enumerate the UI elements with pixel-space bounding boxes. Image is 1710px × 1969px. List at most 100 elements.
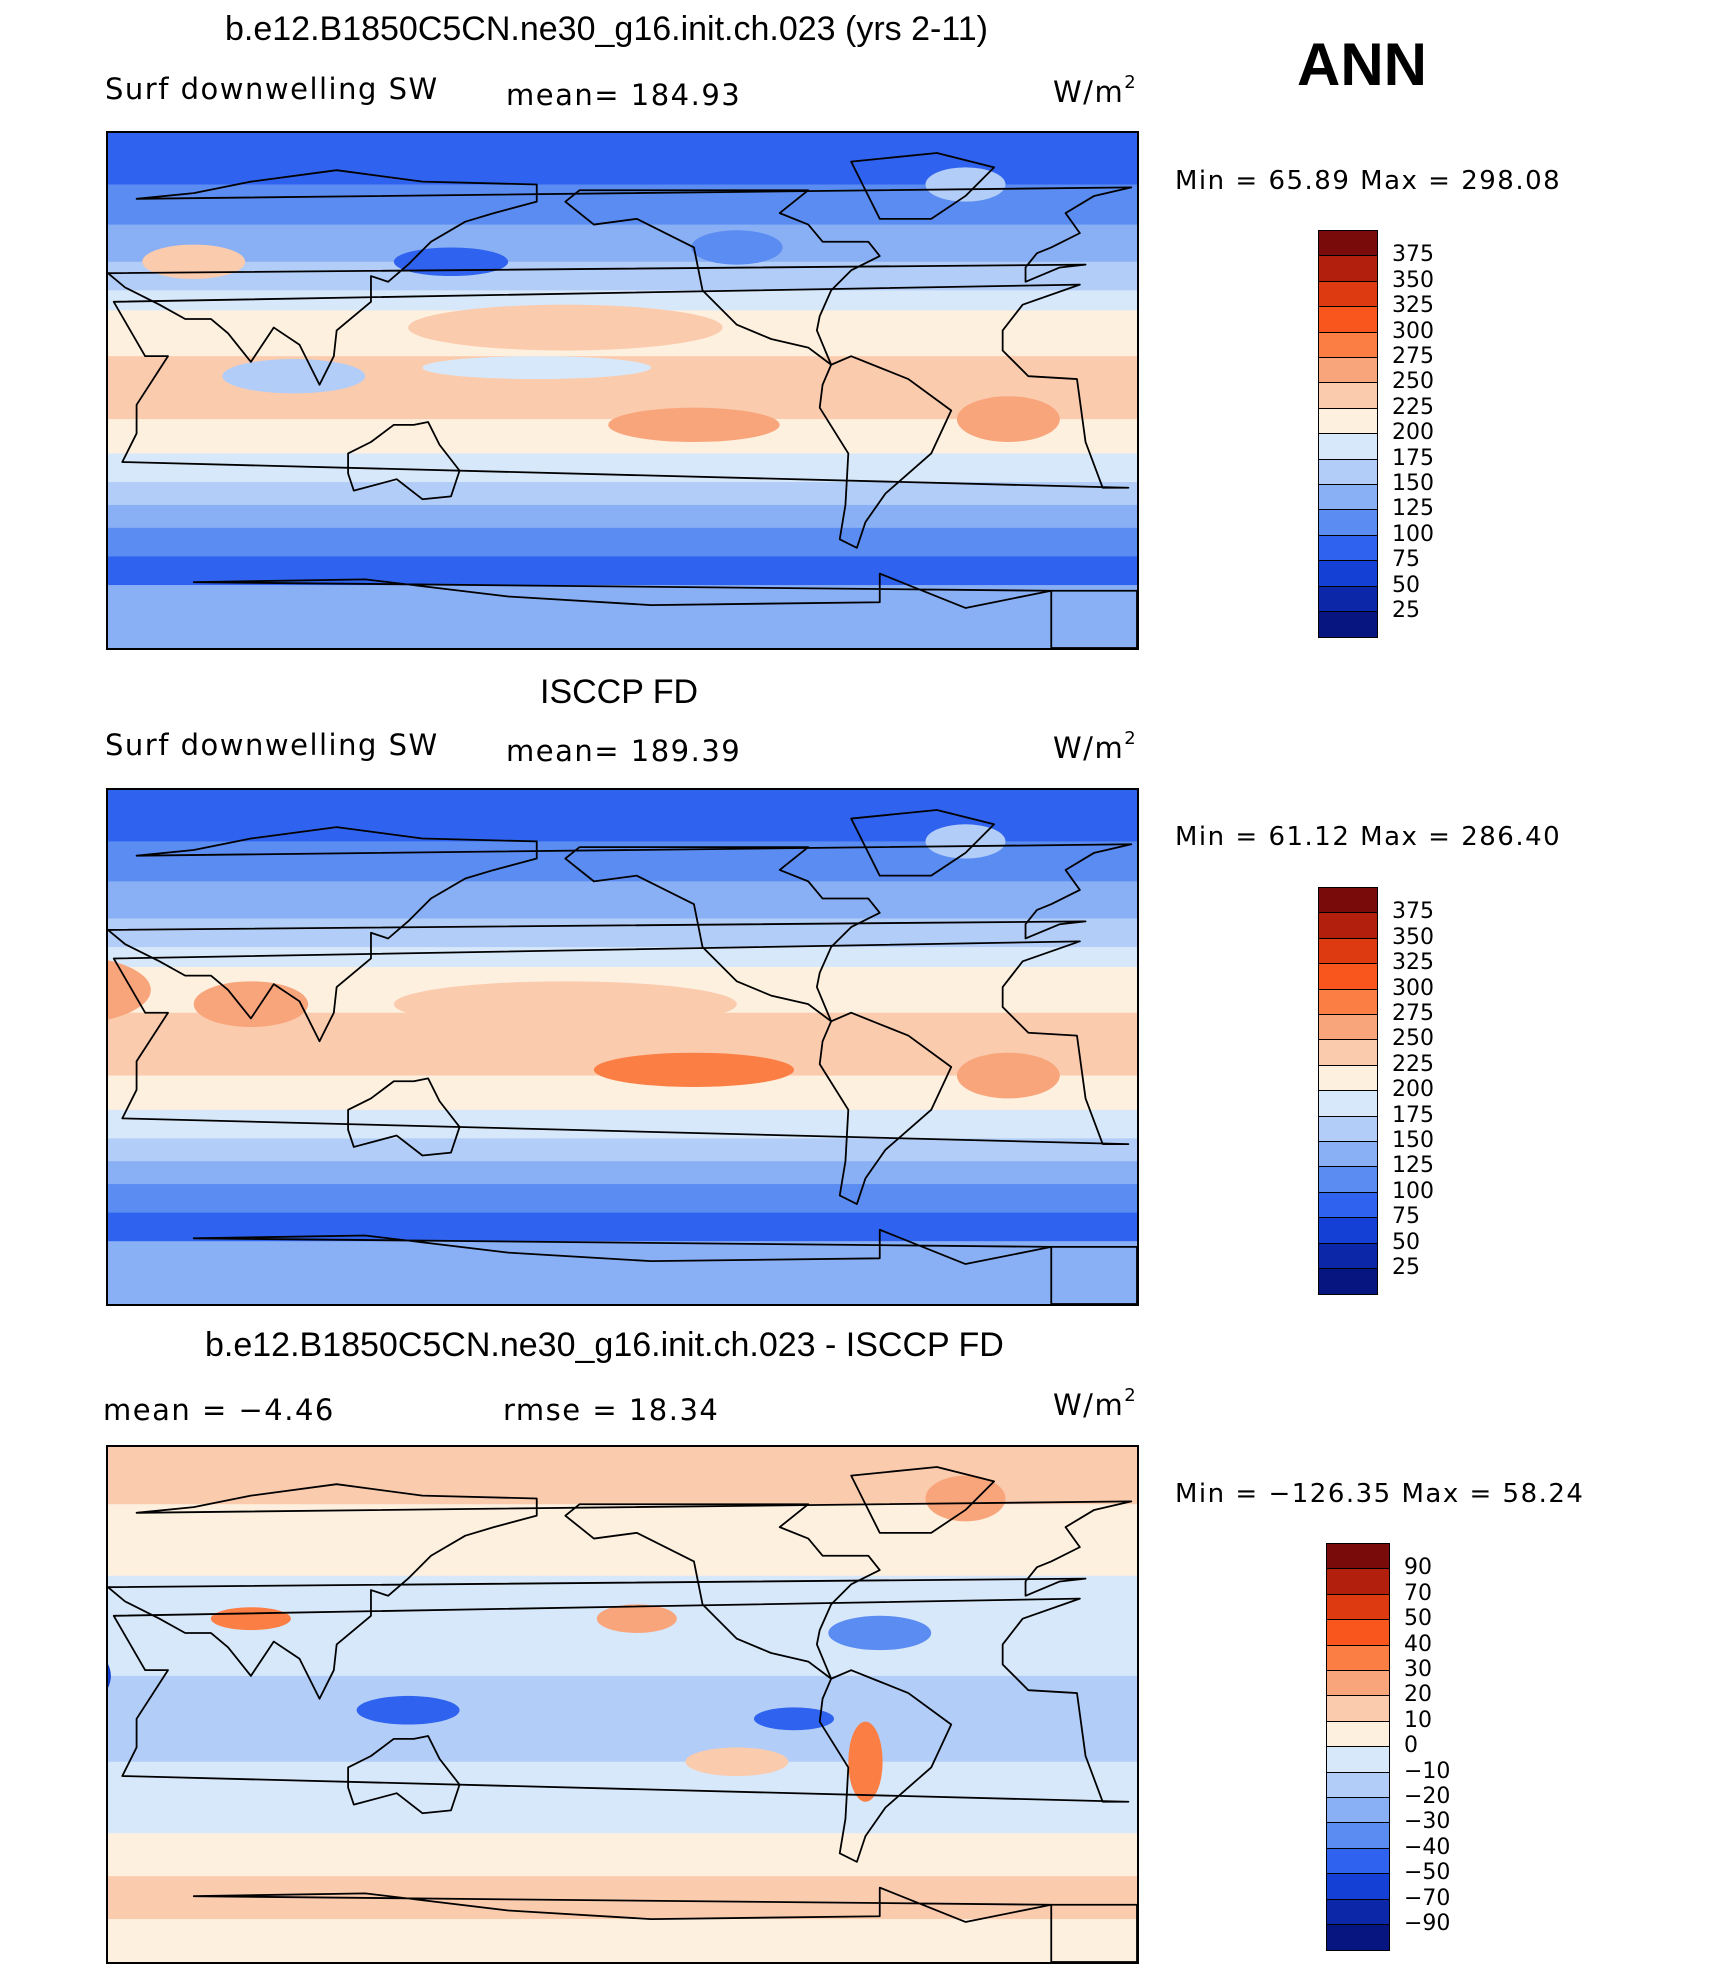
- colorbar-tick-label: 125: [1392, 496, 1434, 522]
- colorbar-tick-label: −50: [1404, 1860, 1451, 1886]
- colorbar-tick-label: 0: [1404, 1733, 1418, 1759]
- colorbar-swatch: [1318, 280, 1378, 308]
- field-band: [108, 224, 1137, 263]
- colorbar-swatch: [1318, 534, 1378, 562]
- units-label: W/m2: [1053, 1385, 1138, 1422]
- colorbar-swatch: [1326, 1847, 1390, 1875]
- units-label: W/m2: [1053, 728, 1138, 765]
- field-band: [108, 1109, 1137, 1140]
- colorbar-swatch: [1318, 1064, 1378, 1092]
- colorbar-tick-label: 50: [1392, 1229, 1420, 1255]
- colorbar-swatch: [1318, 484, 1378, 511]
- colorbar-swatch: [1318, 230, 1378, 257]
- field-contour: [193, 981, 309, 1028]
- field-band: [108, 504, 1137, 529]
- minmax-label: Min = −126.35 Max = 58.24: [1175, 1479, 1585, 1509]
- colorbar-swatch: [1326, 1898, 1390, 1926]
- colorbar-swatch: [1326, 1543, 1390, 1570]
- colorbar-tick-label: 30: [1404, 1657, 1432, 1682]
- field-contour: [848, 1721, 883, 1802]
- units-label: W/m2: [1053, 72, 1138, 109]
- field-band: [108, 453, 1137, 484]
- colorbar-tick-label: −30: [1404, 1809, 1451, 1835]
- colorbar-swatch: [1318, 1191, 1378, 1219]
- colorbar-tick-label: 250: [1392, 369, 1434, 395]
- colorbar-tick-label: 50: [1392, 572, 1420, 598]
- colorbar-tick-label: −10: [1404, 1758, 1451, 1784]
- colorbar-swatch: [1318, 255, 1378, 283]
- coastline: [850, 152, 995, 220]
- panel-title-model: b.e12.B1850C5CN.ne30_g16.init.ch.023 (yr…: [225, 10, 988, 48]
- colorbar-tick-label: 100: [1392, 1178, 1434, 1204]
- colorbar-tick-label: 225: [1392, 1051, 1434, 1077]
- rmse-label: rmse = 18.34: [503, 1393, 720, 1427]
- variable-label: Surf downwelling SW: [105, 72, 439, 106]
- colorbar-swatch: [1318, 988, 1378, 1016]
- field-band: [108, 1161, 1137, 1186]
- field-contour: [596, 1604, 677, 1633]
- coastline: [818, 355, 953, 549]
- coastline: [108, 826, 1133, 1043]
- colorbar-swatch: [1318, 1090, 1378, 1118]
- colorbar-tick-label: 20: [1404, 1682, 1432, 1708]
- colorbar-swatch: [1318, 887, 1378, 914]
- mean-label: mean= 184.93: [506, 78, 742, 112]
- colorbar-tick-label: 150: [1392, 1128, 1434, 1153]
- colorbar-tick-label: 300: [1392, 318, 1434, 344]
- field-contour: [142, 244, 246, 279]
- colorbar-swatch: [1318, 937, 1378, 965]
- colorbar-tick-label: 150: [1392, 471, 1434, 496]
- colorbar-tick-label: 125: [1392, 1153, 1434, 1179]
- field-contour: [753, 1707, 835, 1731]
- coastline: [564, 189, 881, 366]
- field-band: [108, 1138, 1137, 1163]
- field-contour: [393, 247, 509, 277]
- map-obs: [106, 788, 1139, 1306]
- field-contour: [685, 1747, 789, 1777]
- colorbar-swatch: [1326, 1797, 1390, 1824]
- field-contour: [828, 1615, 932, 1651]
- panel-title-diff: b.e12.B1850C5CN.ne30_g16.init.ch.023 - I…: [205, 1326, 1004, 1364]
- colorbar-swatch: [1318, 433, 1378, 461]
- field-contour: [691, 230, 783, 265]
- coastline: [347, 1077, 461, 1157]
- colorbar-tick-label: 90: [1404, 1555, 1432, 1581]
- field-band: [108, 1919, 1137, 1962]
- colorbar-swatch: [1326, 1619, 1390, 1647]
- field-contour: [356, 1695, 460, 1725]
- colorbar-swatch: [1326, 1644, 1390, 1672]
- colorbar-swatch: [1318, 611, 1378, 638]
- coastline: [112, 1597, 1130, 1803]
- colorbar-tick-label: 25: [1392, 1255, 1420, 1280]
- coastline: [108, 1483, 1133, 1700]
- coastline: [112, 283, 1130, 489]
- colorbar-tick-label: −70: [1404, 1885, 1451, 1911]
- coastline: [192, 1886, 1137, 1962]
- colorbar-tick-label: 325: [1392, 950, 1434, 976]
- colorbar-tick-label: 275: [1392, 1001, 1434, 1026]
- colorbar-swatch: [1318, 357, 1378, 384]
- field-contour: [593, 1052, 794, 1087]
- colorbar-swatch: [1318, 407, 1378, 435]
- colorbar-tick-label: 325: [1392, 293, 1434, 319]
- coastline: [818, 1011, 953, 1205]
- colorbar-swatch: [1326, 1924, 1390, 1951]
- colorbar-swatch: [1326, 1771, 1390, 1799]
- colorbar-swatch: [1326, 1670, 1390, 1697]
- field-band: [108, 1241, 1137, 1304]
- coastline: [564, 846, 881, 1023]
- field-contour: [210, 1607, 291, 1631]
- coastline: [818, 1669, 953, 1863]
- coastline: [108, 169, 1133, 386]
- colorbar-swatch: [1318, 1242, 1378, 1270]
- colorbar-tick-label: 375: [1392, 242, 1434, 268]
- colorbar-tick-label: 200: [1392, 420, 1434, 446]
- colorbar-swatch: [1318, 963, 1378, 991]
- field-band: [108, 1833, 1137, 1878]
- colorbar-swatch: [1318, 1039, 1378, 1067]
- colorbar-tick-label: 300: [1392, 975, 1434, 1001]
- colorbar-tick-label: 50: [1404, 1606, 1432, 1632]
- panel-title-obs: ISCCP FD: [540, 673, 699, 711]
- colorbar-swatch: [1318, 585, 1378, 613]
- field-contour: [608, 407, 780, 443]
